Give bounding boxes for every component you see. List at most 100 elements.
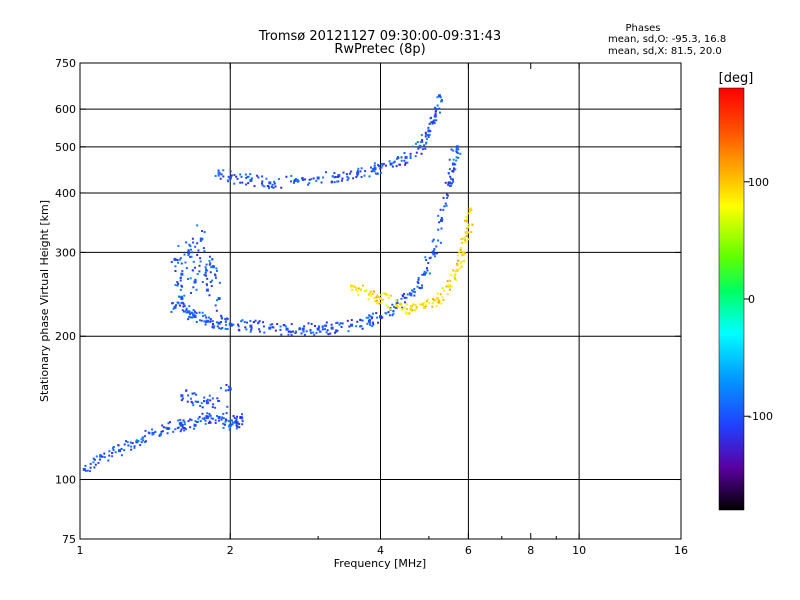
scatter-point <box>290 334 293 337</box>
scatter-point <box>369 323 372 326</box>
scatter-point <box>368 314 371 317</box>
scatter-point <box>340 325 343 328</box>
scatter-point <box>413 291 416 294</box>
x-tick-label: 8 <box>527 544 534 557</box>
scatter-point <box>370 166 373 169</box>
scatter-point <box>398 163 401 166</box>
scatter-point <box>130 445 133 448</box>
trace-point <box>301 327 305 331</box>
scatter-point <box>361 284 364 287</box>
scatter-point <box>211 320 214 323</box>
scatter-point <box>416 141 419 144</box>
scatter-point <box>212 326 215 329</box>
scatter-point <box>241 413 244 416</box>
scatter-point <box>392 310 395 313</box>
scatter-point <box>180 295 183 298</box>
scatter-point <box>463 236 466 239</box>
scatter-point <box>198 311 201 314</box>
scatter-point <box>435 119 438 122</box>
scatter-point <box>217 172 220 175</box>
scatter-point <box>261 175 264 178</box>
scatter-point <box>192 309 195 312</box>
scatter-point <box>172 430 175 433</box>
scatter-point <box>192 241 195 244</box>
scatter-point <box>143 441 146 444</box>
scatter-point <box>416 285 419 288</box>
trace-point <box>337 174 341 178</box>
scatter-point <box>226 317 229 320</box>
scatter-point <box>162 426 165 429</box>
scatter-point <box>425 133 428 136</box>
scatter-point <box>190 248 193 251</box>
trace-point <box>350 284 354 288</box>
scatter-point <box>180 399 183 402</box>
scatter-point <box>382 292 385 295</box>
scatter-point <box>377 163 380 166</box>
scatter-point <box>204 314 207 317</box>
trace-point <box>367 292 371 296</box>
scatter-point <box>262 321 265 324</box>
trace-point <box>433 114 437 118</box>
scatter-point <box>84 469 87 472</box>
scatter-point <box>216 414 219 417</box>
scatter-point <box>183 310 186 313</box>
scatter-point <box>442 298 445 301</box>
scatter-point <box>273 182 276 185</box>
scatter-point <box>303 333 306 336</box>
scatter-point <box>359 318 362 321</box>
scatter-point <box>361 327 364 330</box>
scatter-point <box>215 267 218 270</box>
stats-heading: Phases <box>625 23 660 34</box>
scatter-point <box>204 419 207 422</box>
scatter-point <box>220 173 223 176</box>
scatter-point <box>467 231 470 234</box>
scatter-point <box>159 434 162 437</box>
scatter-point <box>224 320 227 323</box>
scatter-point <box>409 155 412 158</box>
scatter-point <box>367 316 370 319</box>
scatter-point <box>302 330 305 333</box>
scatter-point <box>425 267 428 270</box>
scatter-point <box>447 171 450 174</box>
scatter-point <box>188 305 191 308</box>
scatter-point <box>450 177 453 180</box>
scatter-point <box>200 402 203 405</box>
trace-point <box>193 423 197 427</box>
scatter-point <box>321 325 324 328</box>
scatter-point <box>371 292 374 295</box>
scatter-point <box>258 320 261 323</box>
scatter-point <box>189 313 192 316</box>
scatter-point <box>435 245 438 248</box>
scatter-point <box>405 303 408 306</box>
scatter-point <box>189 245 192 248</box>
scatter-point <box>443 289 446 292</box>
y-axis-ticks: 75 100 200 300 400 500 600 750 <box>55 57 681 546</box>
scatter-point <box>114 451 117 454</box>
scatter-point <box>250 328 253 331</box>
scatter-point <box>458 267 461 270</box>
scatter-point <box>103 452 106 455</box>
scatter-point <box>210 285 213 288</box>
scatter-point <box>289 331 292 334</box>
scatter-point <box>419 144 422 147</box>
scatter-point <box>253 185 256 188</box>
trace-point <box>205 288 209 292</box>
scatter-point <box>187 249 190 252</box>
scatter-point <box>428 122 431 125</box>
scatter-point <box>240 320 243 323</box>
scatter-point <box>375 172 378 175</box>
scatter-point <box>195 288 198 291</box>
trace-point <box>135 440 139 444</box>
trace-point <box>166 426 170 430</box>
scatter-point <box>182 303 185 306</box>
scatter-point <box>397 156 400 159</box>
scatter-point <box>209 399 212 402</box>
scatter-point <box>237 325 240 328</box>
scatter-point <box>199 257 202 260</box>
scatter-point <box>371 325 374 328</box>
scatter-point <box>326 329 329 332</box>
stats-o: mean, sd,O: -95.3, 16.8 <box>608 34 726 45</box>
scatter-point <box>177 419 180 422</box>
scatter-point <box>218 281 221 284</box>
scatter-point <box>208 394 211 397</box>
